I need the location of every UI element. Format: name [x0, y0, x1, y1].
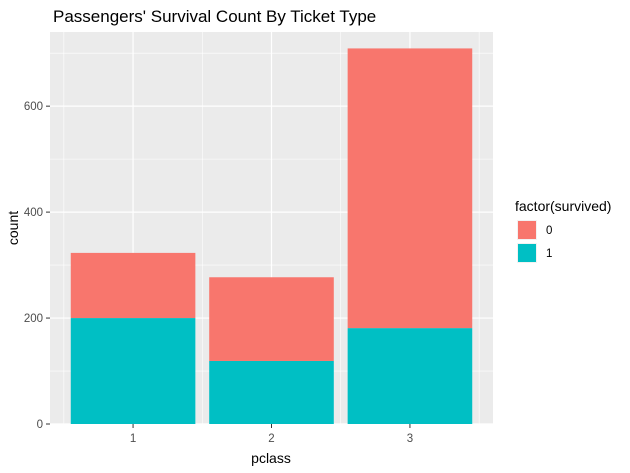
x-tick-label: 3 — [407, 433, 413, 445]
legend-label-0: 0 — [546, 225, 552, 237]
x-axis-title: pclass — [251, 450, 291, 466]
y-axis: 0 200 400 600 — [24, 101, 50, 431]
x-tick-label: 2 — [268, 433, 274, 445]
bar-pclass-3-survived-1 — [347, 328, 473, 424]
bar-pclass-1-survived-0 — [70, 252, 196, 319]
y-tick-label: 400 — [24, 207, 43, 219]
x-axis: 1 2 3 — [130, 424, 413, 445]
y-tick-label: 0 — [37, 419, 43, 431]
legend-swatch-0 — [518, 221, 536, 239]
bar-pclass-1-survived-1 — [70, 318, 196, 424]
x-tick-label: 1 — [130, 433, 136, 445]
y-tick-label: 200 — [24, 313, 43, 325]
chart-title: Passengers' Survival Count By Ticket Typ… — [53, 7, 376, 26]
y-tick-label: 600 — [24, 101, 43, 113]
legend-title: factor(survived) — [515, 198, 611, 214]
bar-pclass-2-survived-0 — [209, 277, 334, 361]
legend: factor(survived) 0 1 — [515, 198, 611, 263]
y-axis-title: count — [5, 211, 21, 245]
legend-swatch-1 — [518, 244, 536, 262]
bars — [70, 48, 473, 424]
bar-pclass-3-survived-0 — [347, 48, 473, 329]
bar-pclass-2-survived-1 — [209, 360, 334, 424]
legend-label-1: 1 — [546, 248, 552, 260]
